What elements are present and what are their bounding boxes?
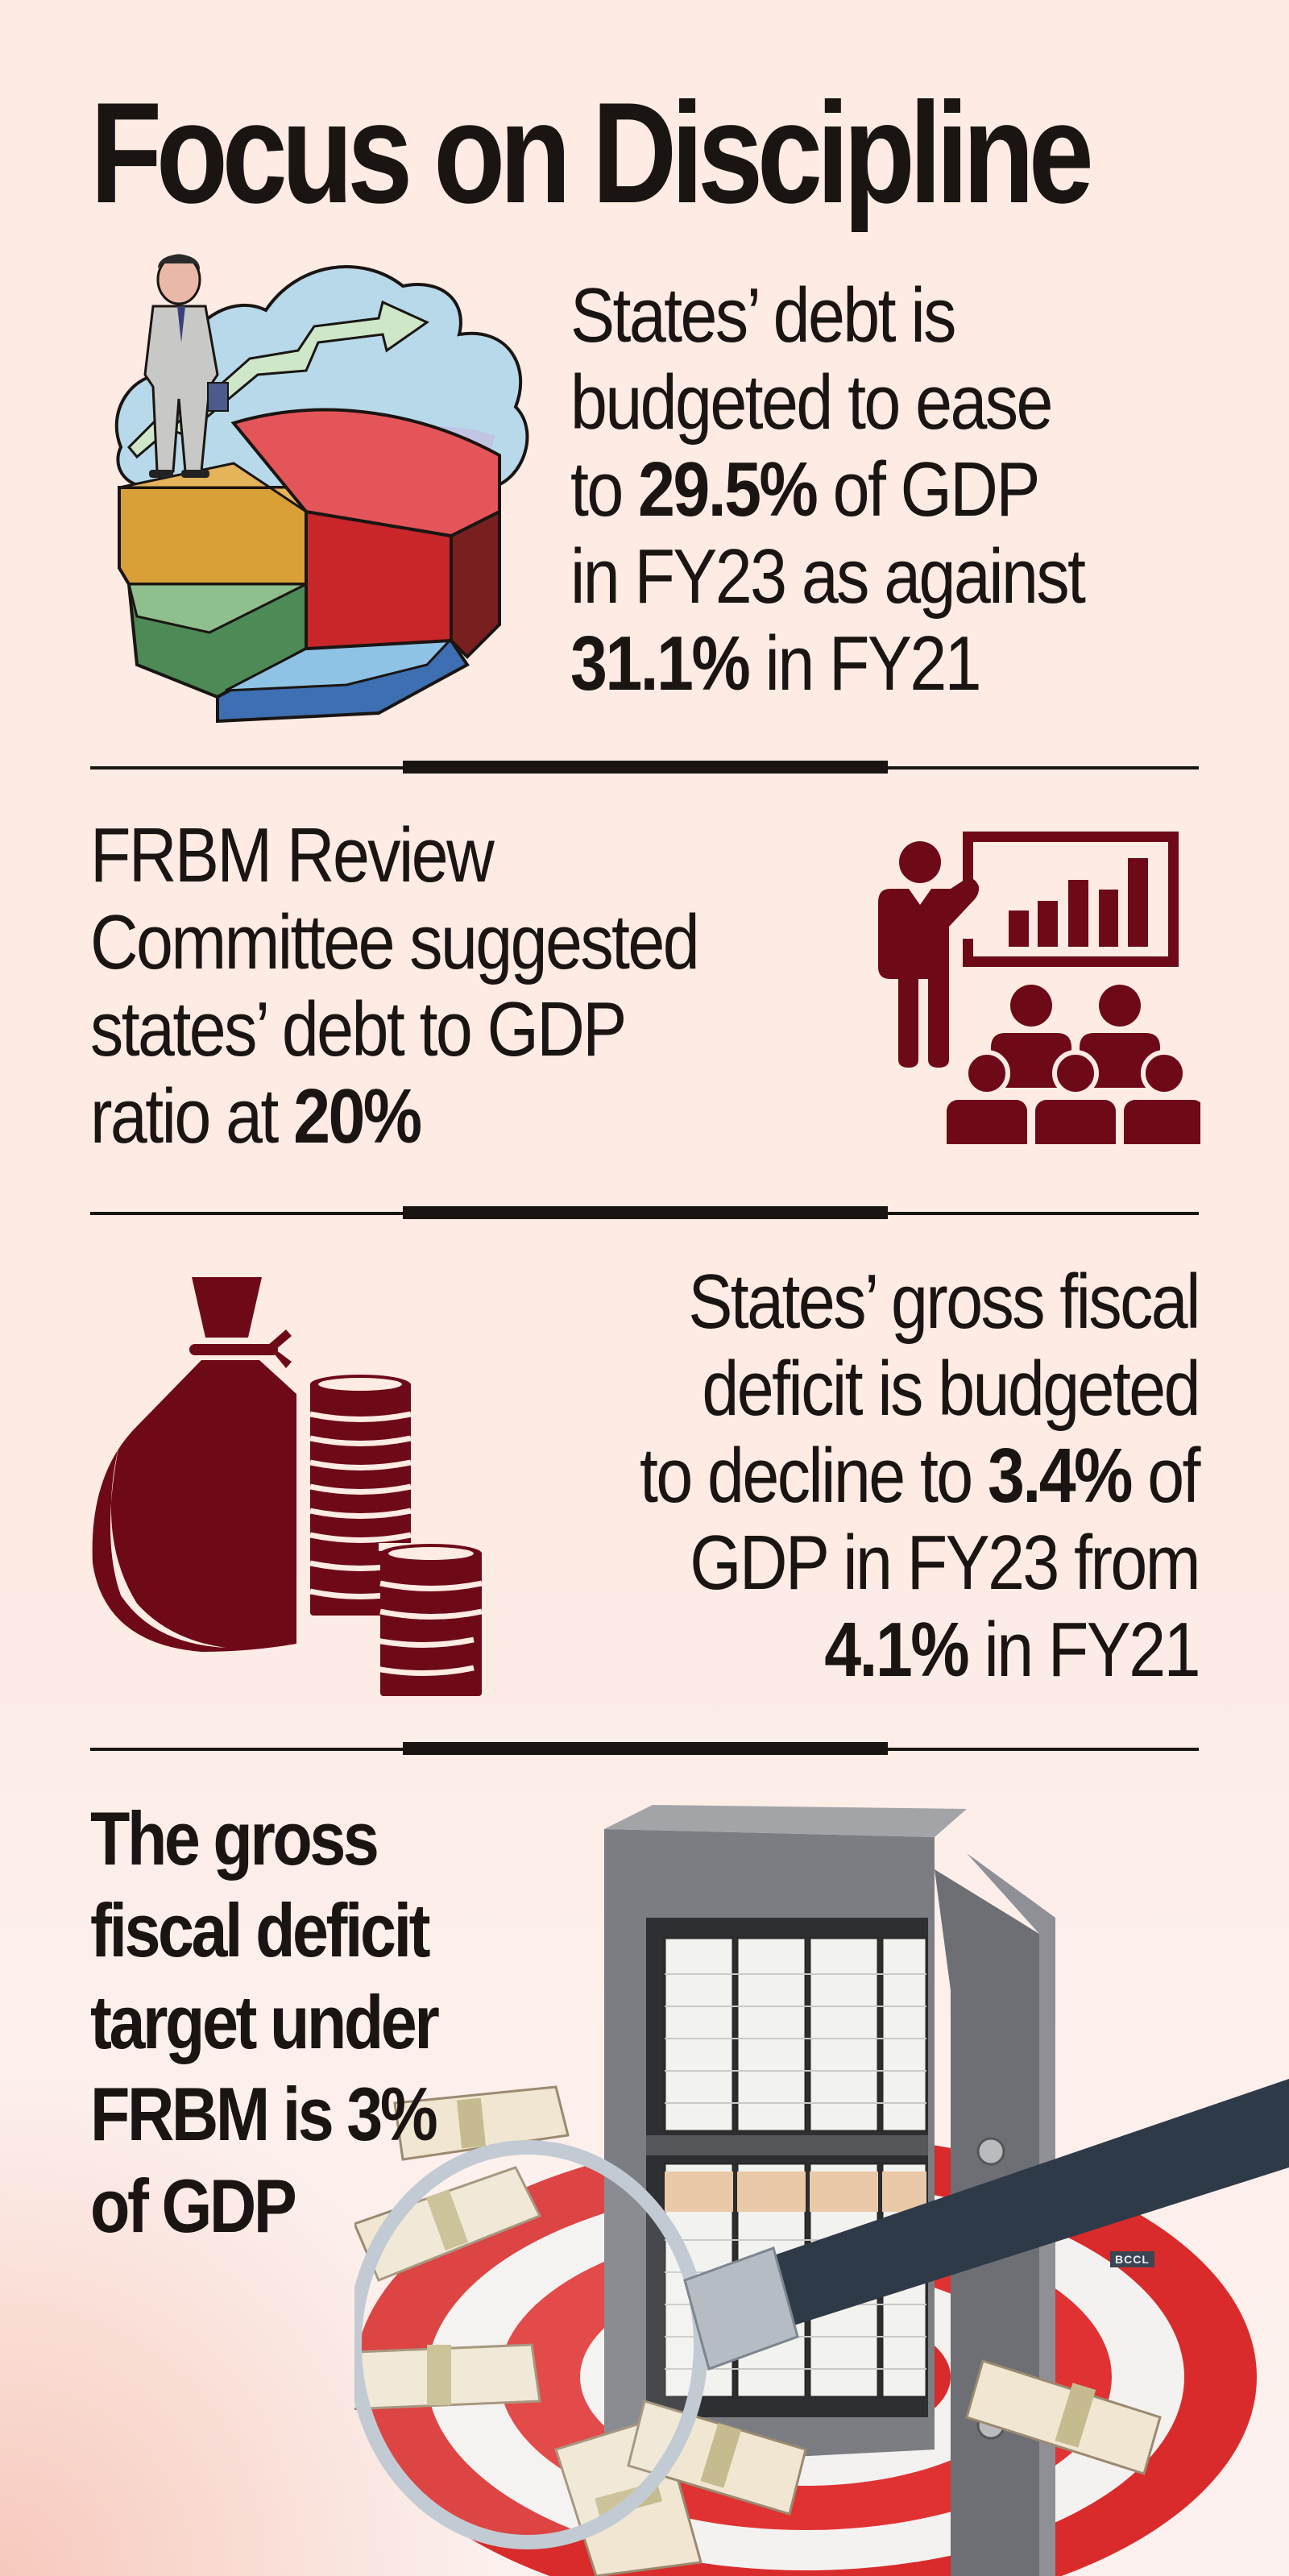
section-divider	[90, 1206, 1199, 1219]
section-divider	[90, 761, 1199, 774]
section-divider	[90, 1742, 1199, 1755]
stat-suggested-ratio: 20%	[293, 1073, 422, 1159]
stat-fy21-debt: 31.1%	[570, 620, 751, 707]
frbm-committee-text: FRBM Review Committee suggested states’ …	[90, 812, 700, 1159]
stat-fy23-debt: 29.5%	[638, 446, 819, 533]
watermark-badge: BCCL	[1110, 2251, 1154, 2267]
states-debt-text: States’ debt is budgeted to ease to 29.5…	[570, 272, 1086, 707]
stat-fy21-deficit: 4.1%	[824, 1607, 969, 1693]
gross-fiscal-deficit-text: States’ gross fiscal deficit is budgeted…	[640, 1259, 1201, 1693]
page-title: Focus on Discipline	[90, 73, 1094, 233]
safe-with-cash-magnifier-target-illustration	[354, 1805, 1289, 2576]
presentation-audience-icon	[878, 832, 1200, 1144]
magnifying-glass-icon	[354, 2079, 1289, 2549]
stat-fy23-deficit: 3.4%	[988, 1433, 1133, 1519]
frbm-target-text: The gross fiscal deficit target under FR…	[90, 1796, 440, 2248]
businessman-on-pie-chart-illustration	[114, 254, 529, 724]
safe-icon	[604, 1805, 1055, 2576]
money-bag-coins-icon	[92, 1277, 483, 1696]
